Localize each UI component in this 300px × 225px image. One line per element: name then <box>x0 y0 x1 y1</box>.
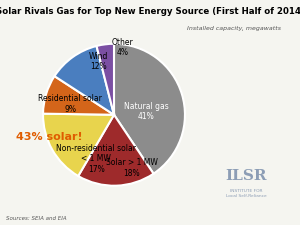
Text: Other
4%: Other 4% <box>112 38 134 57</box>
Text: ILSR: ILSR <box>225 169 267 182</box>
Text: INSTITUTE FOR
Local Self-Reliance: INSTITUTE FOR Local Self-Reliance <box>226 189 266 198</box>
Wedge shape <box>43 114 114 176</box>
Wedge shape <box>43 76 114 115</box>
Text: Non-residential solar
< 1 MW
17%: Non-residential solar < 1 MW 17% <box>56 144 136 174</box>
Wedge shape <box>97 44 114 115</box>
Text: Natural gas
41%: Natural gas 41% <box>124 101 168 121</box>
Text: Residential solar
9%: Residential solar 9% <box>38 94 102 114</box>
Text: Solar > 1 MW
18%: Solar > 1 MW 18% <box>106 158 158 178</box>
Text: Solar Rivals Gas for Top New Energy Source (First Half of 2014): Solar Rivals Gas for Top New Energy Sour… <box>0 7 300 16</box>
Text: Installed capacity, megawatts: Installed capacity, megawatts <box>187 26 281 31</box>
Wedge shape <box>55 46 114 115</box>
Text: 43% solar!: 43% solar! <box>16 133 83 142</box>
Text: Wind
12%: Wind 12% <box>89 52 108 71</box>
Text: Sources: SEIA and EIA: Sources: SEIA and EIA <box>6 216 67 220</box>
Wedge shape <box>114 44 185 174</box>
Wedge shape <box>78 115 154 186</box>
